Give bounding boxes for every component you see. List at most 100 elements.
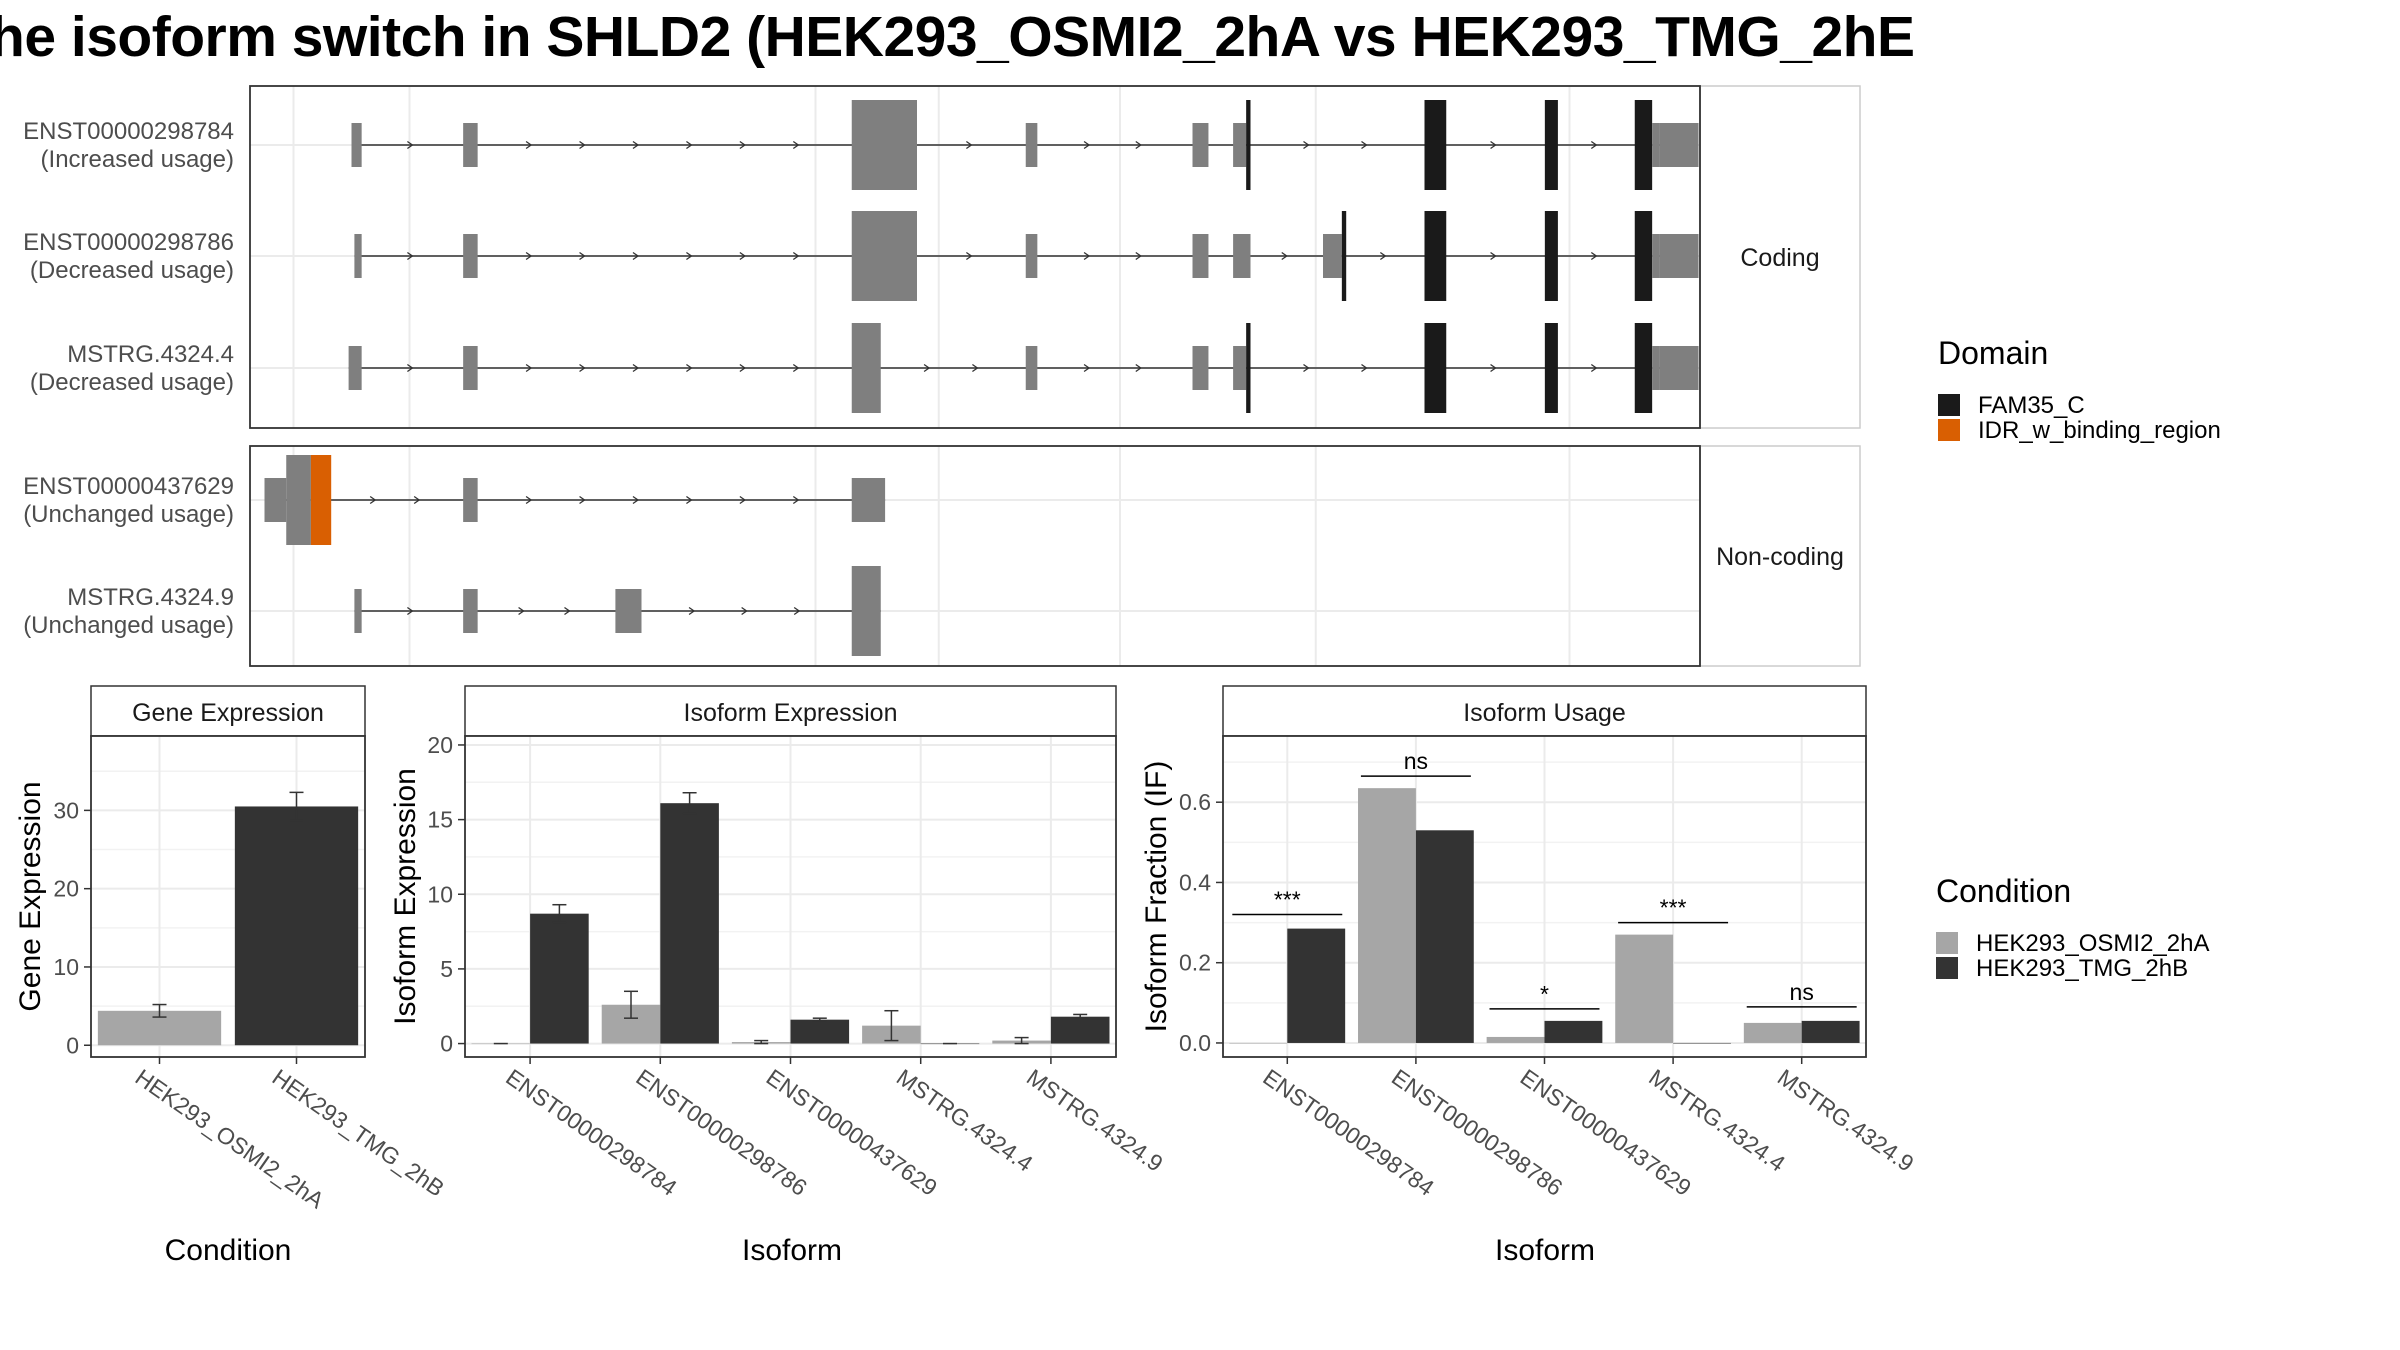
exon-block [1233, 123, 1247, 167]
transcript-enst00000298786: ENST00000298786(Decreased usage) [23, 211, 1699, 301]
intron-arrow [1361, 140, 1368, 150]
legend-key [1936, 957, 1958, 979]
bar [1050, 1016, 1110, 1044]
facet-strip [1699, 85, 1861, 429]
transcript-id-label: MSTRG.4324.9 [67, 584, 234, 611]
exon-block [1025, 123, 1038, 167]
exon-block [463, 589, 478, 633]
x-axis-title: Condition [165, 1234, 292, 1267]
intron-arrow [966, 140, 973, 150]
exon-block [851, 566, 881, 656]
intron-arrow [632, 140, 640, 150]
intron-arrow [923, 363, 931, 373]
intron-arrow [966, 251, 973, 261]
exon-block [851, 100, 917, 190]
legend-key [1938, 419, 1960, 441]
transcript-mstrg-4324-9: MSTRG.4324.9(Unchanged usage) [23, 566, 881, 656]
panel-border [249, 445, 1701, 667]
x-tick-label: MSTRG.4324.9 [1773, 1064, 1919, 1177]
intron-arrow [525, 495, 533, 505]
legend-key [1936, 932, 1958, 954]
x-axis-title: Isoform [1495, 1234, 1595, 1267]
intron-arrow [686, 495, 693, 505]
transcript-usage-label: (Decreased usage) [30, 257, 234, 284]
transcript-id-label: ENST00000298786 [23, 229, 234, 256]
y-tick-label: 10 [53, 954, 79, 980]
chart-title: Gene Expression [132, 699, 324, 727]
intron-arrow [739, 251, 746, 261]
y-tick-label: 0 [440, 1031, 453, 1057]
intron-arrow [1590, 140, 1598, 150]
chart-title: Isoform Usage [1463, 699, 1626, 727]
legend-label: FAM35_C [1978, 392, 2085, 419]
bar [1743, 1022, 1802, 1043]
domain-block [1544, 323, 1558, 413]
y-tick-label: 20 [53, 876, 79, 902]
exon-block [1659, 346, 1699, 390]
intron-arrow [525, 251, 533, 261]
intron-arrow [792, 495, 800, 505]
intron-arrow [525, 363, 533, 373]
exon-block [1233, 346, 1247, 390]
exon-block [851, 211, 917, 301]
facet-label: Non-coding [1716, 543, 1844, 571]
exon-block [463, 346, 478, 390]
facet-strip [1222, 685, 1867, 737]
exon-block [463, 234, 478, 278]
intron-arrow [739, 140, 746, 150]
exon-block [1192, 234, 1209, 278]
y-tick-label: 0 [66, 1032, 79, 1058]
transcript-id-label: MSTRG.4324.4 [67, 341, 234, 368]
intron-arrow [1490, 251, 1497, 261]
bar [1358, 788, 1416, 1043]
intron-arrow [1281, 251, 1288, 261]
intron-arrow [407, 363, 414, 373]
chart-title: Isoform Expression [684, 699, 898, 727]
intron-arrow [579, 251, 586, 261]
intron-arrow [739, 495, 746, 505]
intron-arrow [1379, 251, 1387, 261]
intron-arrow [1083, 251, 1091, 261]
transcript-usage-label: (Increased usage) [41, 146, 234, 173]
exon-block [264, 478, 287, 522]
bar [1673, 1042, 1731, 1044]
exon-block [354, 589, 362, 633]
intron-arrow [407, 606, 414, 616]
domain-block [1544, 100, 1558, 190]
exon-block [354, 234, 362, 278]
exon-block [1652, 346, 1660, 390]
legend-key [1938, 394, 1960, 416]
intron-arrow [407, 140, 414, 150]
transcript-id-label: ENST00000298784 [23, 118, 234, 145]
y-tick-label: 0.0 [1179, 1030, 1211, 1056]
y-tick-label: 30 [53, 797, 79, 823]
intron-arrow [972, 363, 979, 373]
facet-label: Coding [1740, 244, 1819, 272]
bar [1544, 1020, 1603, 1043]
facet-strip [1699, 445, 1861, 667]
bar [660, 803, 719, 1044]
intron-arrow [1590, 363, 1598, 373]
exon-block [1652, 234, 1660, 278]
significance-label: *** [1660, 895, 1687, 921]
transcript-id-label: ENST00000437629 [23, 473, 234, 500]
exon-block [1025, 346, 1038, 390]
bar [234, 806, 359, 1046]
intron-arrow [579, 495, 586, 505]
bar [1801, 1020, 1860, 1043]
legend-label: HEK293_OSMI2_2hA [1976, 930, 2209, 957]
transcript-enst00000298784: ENST00000298784(Increased usage) [23, 100, 1699, 190]
intron-arrow [1083, 140, 1091, 150]
domain-block [1634, 100, 1653, 190]
intron-arrow [1303, 140, 1310, 150]
intron-arrow [739, 363, 746, 373]
exon-block [463, 123, 478, 167]
intron-arrow [792, 363, 800, 373]
exon-block [348, 346, 362, 390]
